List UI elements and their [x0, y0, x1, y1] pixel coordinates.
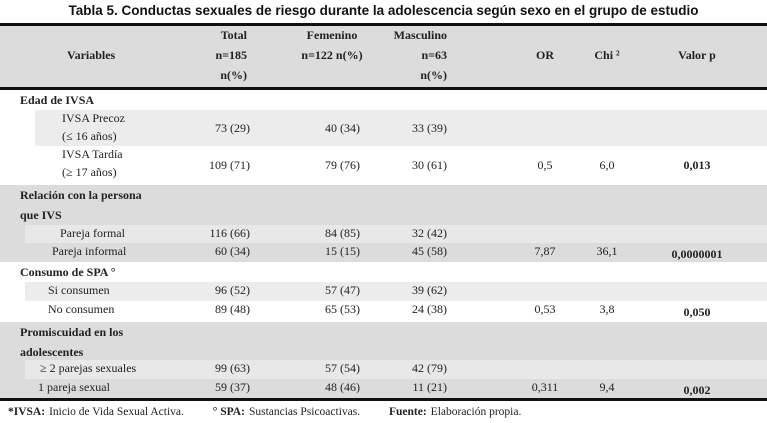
cell-femenino: 84 (85): [325, 226, 360, 240]
row-background: [25, 282, 767, 301]
cell-valor-p: 0,002: [683, 383, 711, 397]
row-label: IVSA Tardía (≥ 17 años): [62, 145, 123, 181]
cell-chi: 3,8: [599, 302, 615, 316]
table-title: Tabla 5. Conductas sexuales de riesgo du…: [68, 3, 699, 18]
footnote-text: Sustancias Psicoactivas.: [248, 406, 361, 418]
cell-or: 0,311: [531, 380, 559, 394]
row-label-line: 1 pareja sexual: [38, 380, 110, 394]
section-label: Relación con la persona que IVS: [20, 185, 142, 225]
row-label-line: (≤ 16 años): [62, 129, 117, 143]
row-label-line: Pareja formal: [60, 226, 125, 240]
section-label-line: Edad de IVSA: [20, 93, 95, 107]
cell-femenino: 48 (46): [325, 380, 360, 394]
header-chi: Chi ²: [594, 48, 620, 62]
section-label-line: adolescentes: [20, 345, 84, 359]
cell-total: 116 (66): [209, 226, 250, 240]
footnote: *IVSA: Inicio de Vida Sexual Activa. ° SP…: [8, 403, 525, 421]
row-label-line: Pareja informal: [52, 244, 127, 258]
header-total: Total n=185 n(%): [207, 25, 247, 85]
header-total-line: n=185: [215, 48, 247, 62]
header-femenino-line: Femenino: [306, 28, 358, 42]
cell-femenino: 57 (54): [325, 361, 360, 375]
cell-masculino: 32 (42): [412, 226, 447, 240]
cell-total: 89 (48): [215, 302, 250, 316]
row-background: [35, 110, 767, 146]
bottom-rule: [0, 398, 767, 401]
top-rule: [0, 23, 767, 26]
header-masculino-line: n(%): [420, 68, 447, 82]
row-background: [25, 360, 767, 379]
cell-femenino: 40 (34): [325, 121, 360, 135]
cell-chi: 9,4: [599, 380, 615, 394]
header-masculino-line: Masculino: [393, 28, 447, 42]
section-label: Edad de IVSA: [20, 90, 94, 110]
cell-total: 59 (37): [215, 380, 250, 394]
footnote-text: Inicio de Vida Sexual Activa.: [49, 406, 184, 418]
cell-chi: 6,0: [599, 158, 615, 172]
cell-or: 0,5: [537, 158, 553, 172]
cell-total: 99 (63): [215, 361, 250, 375]
cell-total: 60 (34): [215, 244, 250, 258]
cell-total: 109 (71): [209, 158, 250, 172]
row-background: [25, 225, 767, 243]
row-label: No consumen: [48, 300, 114, 318]
cell-masculino: 42 (79): [412, 361, 447, 375]
cell-femenino: 57 (47): [325, 283, 360, 297]
header-total-line: n(%): [220, 68, 247, 82]
cell-valor-p: 0,0000001: [671, 247, 723, 261]
cell-or: 7,87: [534, 244, 556, 258]
header-femenino-line: n=122 n(%): [301, 48, 363, 62]
cell-femenino: 65 (53): [325, 302, 360, 316]
row-label-line: No consumen: [48, 302, 115, 316]
row-label: IVSA Precoz (≤ 16 años): [62, 109, 125, 145]
row-label-line: Si consumen: [48, 283, 110, 297]
cell-chi: 36,1: [596, 244, 618, 258]
row-label: Pareja formal: [60, 224, 125, 242]
cell-total: 73 (29): [215, 121, 250, 135]
cell-or: 0,53: [534, 302, 556, 316]
row-label-line: IVSA Tardía: [62, 147, 123, 161]
header-background: [0, 24, 767, 88]
section-label: Consumo de SPA °: [20, 262, 116, 282]
cell-masculino: 33 (39): [412, 121, 447, 135]
row-label: Si consumen: [48, 281, 110, 299]
cell-masculino: 24 (38): [412, 302, 447, 316]
header-masculino-line: n=63: [421, 48, 447, 62]
footnote-text: Elaboración propia.: [430, 406, 522, 418]
cell-masculino: 30 (61): [412, 158, 447, 172]
footnote-key: ° SPA:: [212, 406, 245, 418]
cell-valor-p: 0,013: [683, 158, 711, 172]
cell-masculino: 39 (62): [412, 283, 447, 297]
footnote-key: *IVSA:: [8, 406, 46, 418]
section-label-line: que IVS: [20, 208, 62, 222]
row-label: ≥ 2 parejas sexuales: [40, 359, 136, 377]
row-label-line: (≥ 17 años): [62, 165, 117, 179]
header-masculino: Masculino n=63 n(%): [385, 25, 447, 85]
cell-total: 96 (52): [215, 283, 250, 297]
cell-femenino: 79 (76): [325, 158, 360, 172]
header-femenino: Femenino n=122 n(%): [292, 25, 372, 65]
header-rule: [0, 87, 767, 90]
header-or: OR: [536, 48, 554, 62]
cell-valor-p: 0,050: [683, 305, 711, 319]
footnote-key: Fuente:: [388, 406, 427, 418]
section-label: Promiscuidad en los adolescentes: [20, 322, 123, 362]
section-label-line: Relación con la persona: [20, 188, 142, 202]
section-background: [0, 185, 767, 262]
header-variables: Variables: [67, 48, 116, 62]
row-label-line: IVSA Precoz: [62, 111, 125, 125]
row-label: Pareja informal: [52, 242, 126, 260]
section-label-line: Promiscuidad en los: [20, 325, 124, 339]
header-valor-p: Valor p: [678, 48, 716, 62]
cell-masculino: 11 (21): [412, 380, 447, 394]
header-total-line: Total: [220, 28, 247, 42]
section-label-line: Consumo de SPA °: [20, 265, 116, 279]
row-label-line: ≥ 2 parejas sexuales: [40, 361, 137, 375]
cell-femenino: 15 (15): [325, 244, 360, 258]
cell-masculino: 45 (58): [412, 244, 447, 258]
row-label: 1 pareja sexual: [38, 378, 110, 396]
